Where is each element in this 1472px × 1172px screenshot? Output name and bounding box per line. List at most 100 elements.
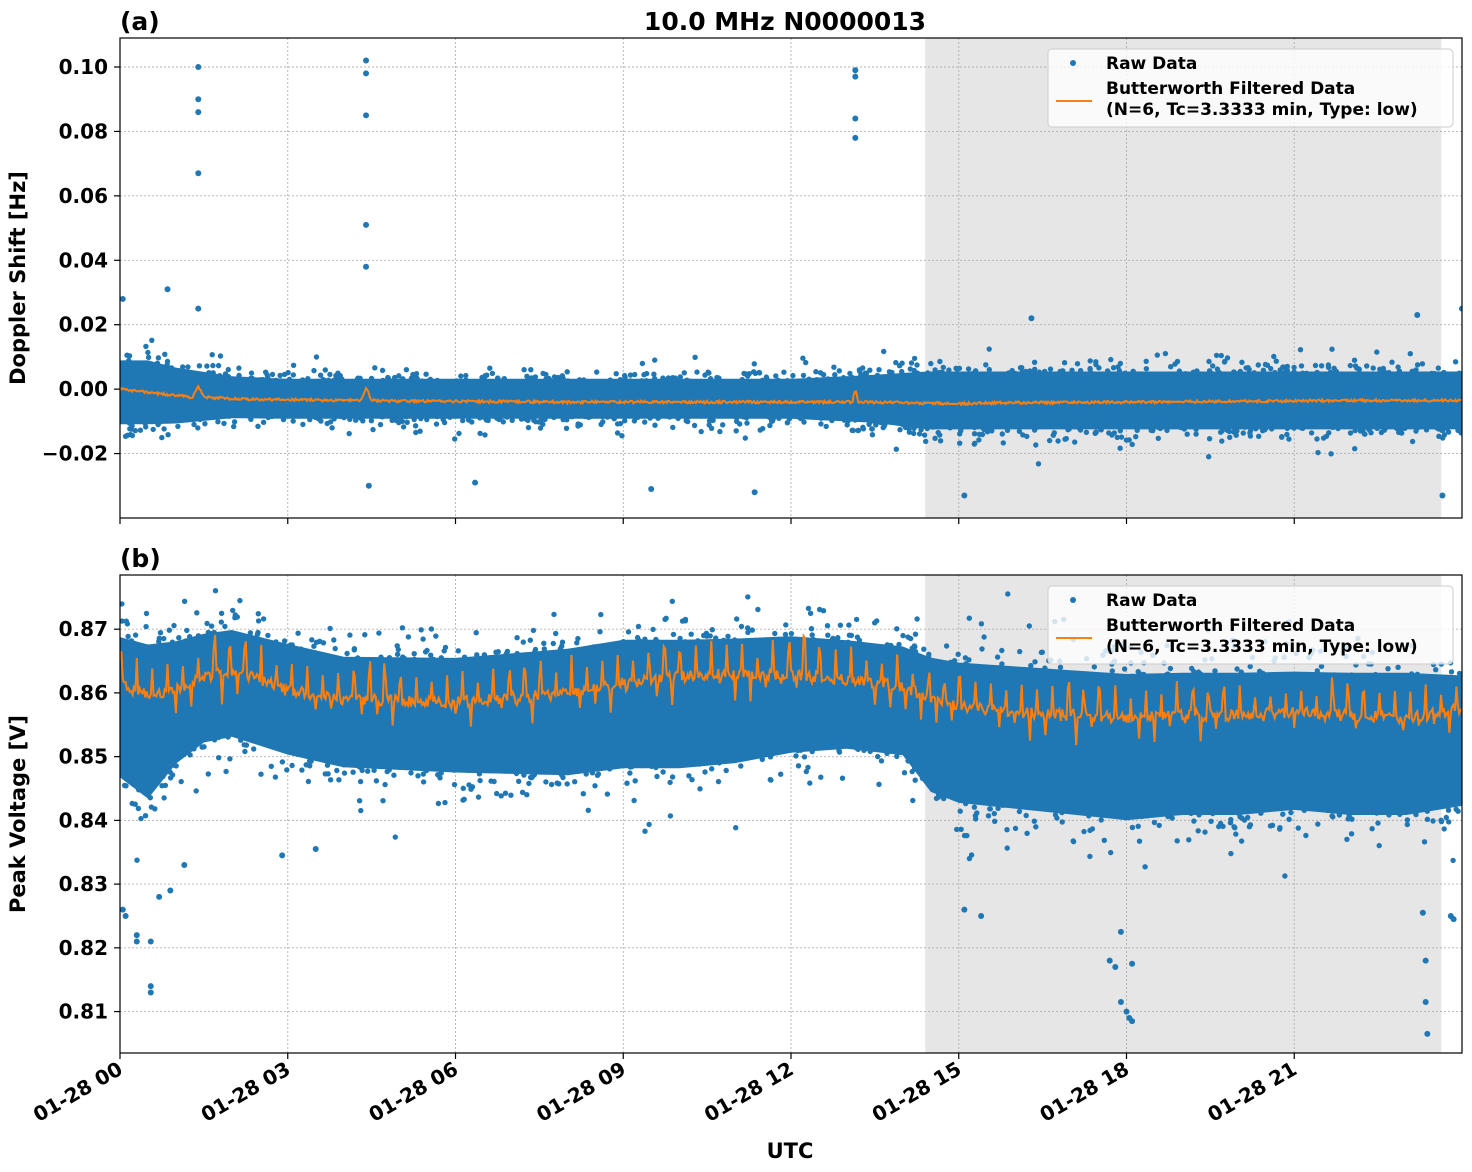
raw-data-point [487,365,493,371]
raw-data-point [1126,437,1132,443]
raw-data-point [248,370,255,376]
raw-data-point [1087,358,1093,364]
raw-data-point [368,418,375,424]
raw-data-point [1331,365,1337,371]
raw-data-point [412,423,419,429]
raw-data-point [923,438,929,445]
raw-data-point [215,419,221,425]
raw-data-point [1326,430,1332,436]
raw-data-point [150,426,156,433]
raw-data-point [564,369,570,375]
raw-data-point [1143,366,1150,372]
raw-data-point [856,367,863,373]
raw-data-point [613,371,619,377]
raw-data-point [1193,431,1199,437]
raw-data-point [971,431,978,437]
raw-data-point [525,424,532,431]
raw-data-point [733,428,739,434]
raw-data-point [1168,364,1174,370]
raw-data-point [1347,362,1354,369]
raw-data-point [781,369,787,375]
raw-data-point [313,354,320,360]
raw-data-point [463,372,469,379]
raw-data-point [1347,430,1354,436]
raw-data-point [1245,365,1251,371]
raw-data-point [744,420,750,426]
raw-data-point [311,367,317,374]
raw-data-point [403,367,410,373]
raw-data-point [631,418,638,424]
raw-data-point [236,365,242,371]
raw-data-point [1312,362,1319,369]
chart-title: 10.0 MHz N0000013 [644,7,926,36]
raw-data-point [1318,363,1325,369]
raw-data-point [370,426,376,433]
raw-data-point [1407,351,1414,357]
raw-data-point [681,370,687,376]
raw-data-point [1284,431,1290,438]
raw-data-point [161,426,167,432]
raw-data-point [396,373,402,379]
raw-data-point [317,372,324,378]
raw-data-point [751,361,757,367]
raw-data-point [1061,360,1068,366]
raw-data-point [869,426,875,432]
raw-data-point [532,374,539,380]
raw-data-point [897,427,903,433]
raw-data-point [984,429,991,435]
raw-data-point [621,372,628,379]
raw-data-point [1206,454,1212,460]
raw-data-point [175,423,181,430]
raw-data-point [935,429,941,436]
raw-data-point [145,349,151,356]
raw-data-point [617,420,624,427]
raw-data-point [911,355,918,362]
raw-data-point [159,434,165,441]
raw-data-point [215,362,222,369]
raw-data-point [999,431,1005,437]
raw-data-point [742,435,748,441]
raw-data-point [756,370,763,376]
raw-data-point [290,372,296,378]
raw-data-point [1240,430,1247,436]
raw-data-point [1380,365,1387,372]
raw-data-point [619,433,625,439]
raw-data-point [1286,436,1292,442]
raw-data-point [132,427,138,434]
raw-data-point [1109,432,1115,438]
raw-data-point [1389,359,1395,365]
raw-data-point [417,428,423,434]
raw-data-point [911,430,917,437]
raw-data-point [642,419,648,425]
raw-data-point [126,353,133,359]
raw-data-point [559,373,566,379]
raw-data-point [1108,356,1114,363]
raw-data-point [1031,359,1038,365]
raw-data-point [1239,359,1245,365]
raw-data-point [255,423,261,429]
raw-data-point [757,427,763,433]
raw-data-point [800,372,807,379]
raw-data-point [1117,445,1123,451]
raw-data-point [1374,349,1380,355]
raw-data-point [1414,362,1421,368]
raw-data-point [149,337,155,343]
raw-data-point [867,367,873,373]
raw-data-point [277,372,283,379]
raw-data-point [1110,365,1117,371]
raw-data-point [1096,365,1102,371]
raw-data-point [1218,352,1225,359]
raw-data-point [932,435,938,441]
raw-data-point [921,432,928,438]
raw-data-point [869,432,876,438]
raw-data-point [946,367,952,373]
raw-data-point [196,363,203,369]
raw-data-point [1000,440,1006,446]
raw-data-point [333,373,339,379]
raw-data-point [651,371,657,377]
raw-data-point [836,368,842,374]
raw-data-point [741,370,747,377]
raw-data-point [346,430,352,437]
raw-data-point [217,353,224,359]
raw-data-point [831,364,837,370]
